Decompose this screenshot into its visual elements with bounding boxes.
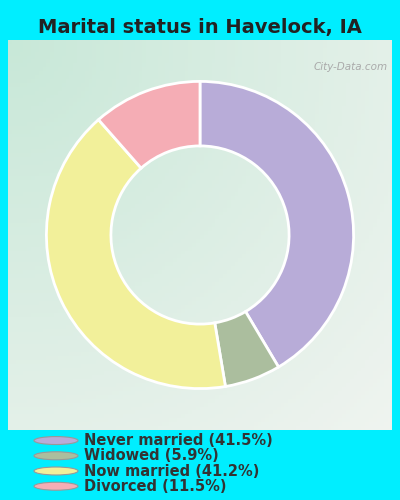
Text: City-Data.com: City-Data.com [314,62,388,72]
Circle shape [34,482,78,490]
Text: Divorced (11.5%): Divorced (11.5%) [84,478,226,494]
Wedge shape [98,82,200,168]
Wedge shape [200,82,354,367]
Wedge shape [46,120,226,388]
Circle shape [34,467,78,475]
Text: Now married (41.2%): Now married (41.2%) [84,464,259,478]
Circle shape [34,452,78,460]
Circle shape [34,436,78,444]
Text: Widowed (5.9%): Widowed (5.9%) [84,448,219,464]
Wedge shape [215,312,278,386]
Text: Marital status in Havelock, IA: Marital status in Havelock, IA [38,18,362,36]
Text: Never married (41.5%): Never married (41.5%) [84,433,273,448]
